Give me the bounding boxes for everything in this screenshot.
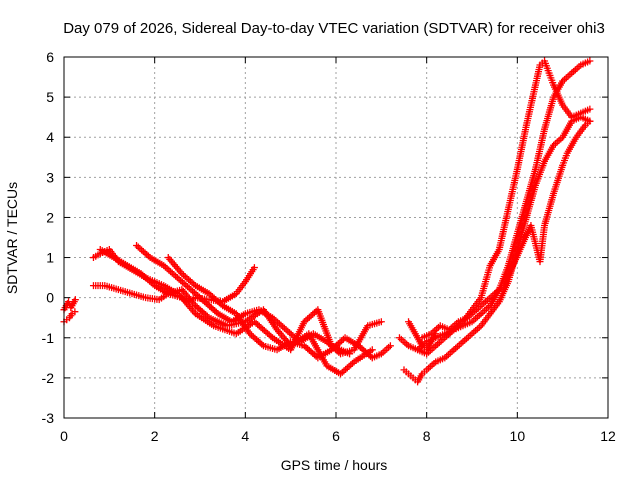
y-tick-label: -1	[42, 330, 55, 346]
x-axis-label: GPS time / hours	[281, 457, 388, 473]
y-tick-label: 2	[46, 209, 54, 225]
data-point	[377, 318, 385, 326]
data-point	[71, 308, 79, 316]
data-point	[386, 342, 394, 350]
series-track-g	[164, 254, 394, 362]
y-tick-label: 6	[46, 49, 54, 65]
series-track-i	[395, 57, 594, 354]
x-tick-label: 12	[600, 428, 616, 444]
x-tick-label: 2	[151, 428, 159, 444]
data-point	[71, 296, 79, 304]
data-point	[586, 117, 594, 125]
y-tick-label: -2	[42, 370, 55, 386]
data-points	[60, 57, 594, 386]
series-track-k	[418, 117, 594, 342]
data-point	[250, 264, 258, 272]
y-tick-label: -3	[42, 410, 55, 426]
y-tick-label: 0	[46, 290, 54, 306]
data-point	[586, 105, 594, 113]
y-tick-label: 1	[46, 250, 54, 266]
data-point	[586, 57, 594, 65]
y-tick-label: 3	[46, 169, 54, 185]
y-tick-label: 5	[46, 89, 54, 105]
x-tick-label: 4	[241, 428, 249, 444]
y-tick-label: 4	[46, 129, 54, 145]
data-point	[368, 346, 376, 354]
data-point	[267, 332, 275, 340]
series-track-a	[60, 296, 79, 314]
x-tick-label: 8	[423, 428, 431, 444]
x-tick-label: 6	[332, 428, 340, 444]
chart-title: Day 079 of 2026, Sidereal Day-to-day VTE…	[63, 20, 605, 37]
x-tick-label: 10	[510, 428, 526, 444]
data-point	[432, 330, 440, 338]
x-tick-label: 0	[60, 428, 68, 444]
series-track-l	[405, 318, 440, 354]
y-axis-label: SDTVAR / TECUs	[4, 182, 20, 294]
series-track-j	[414, 57, 594, 358]
